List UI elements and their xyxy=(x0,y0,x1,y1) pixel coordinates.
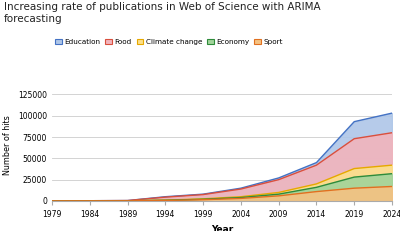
X-axis label: Year: Year xyxy=(211,225,233,231)
Text: Increasing rate of publications in Web of Science with ARIMA
forecasting: Increasing rate of publications in Web o… xyxy=(4,2,321,24)
Y-axis label: Number of hits: Number of hits xyxy=(4,116,12,175)
Legend: Education, Food, Climate change, Economy, Sport: Education, Food, Climate change, Economy… xyxy=(52,36,286,48)
